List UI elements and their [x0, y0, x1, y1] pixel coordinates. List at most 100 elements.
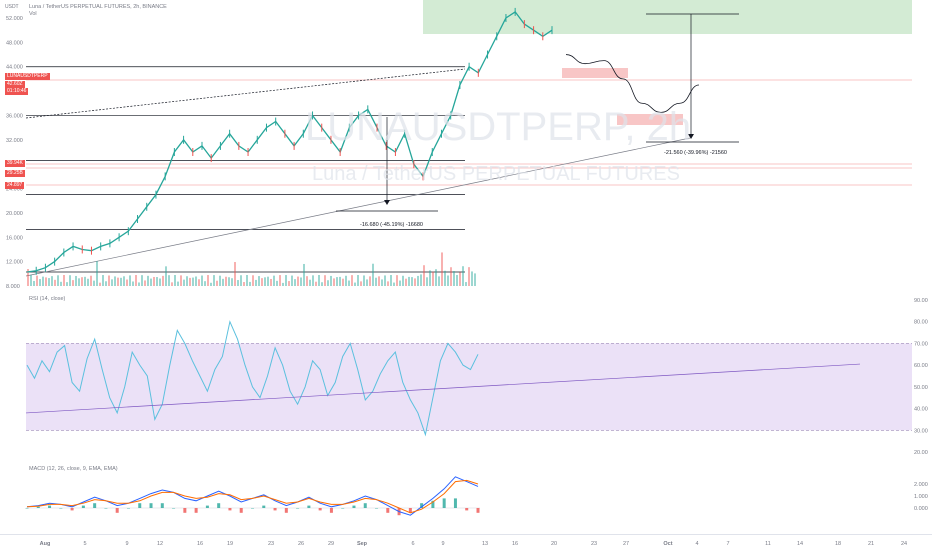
volume-bar — [378, 276, 380, 286]
rsi-tick-label: 80.00 — [914, 320, 928, 326]
rsi-legend: RSI (14, close) — [29, 296, 66, 302]
volume-bar — [318, 275, 320, 286]
volume-bar — [168, 275, 170, 286]
macd-histogram-bar — [205, 505, 209, 508]
price-line — [26, 11, 553, 273]
level-tag-3: 24.897 — [5, 182, 25, 189]
volume-bar — [276, 280, 278, 286]
volume-bar — [105, 281, 107, 286]
macd-histogram-bar — [262, 505, 266, 508]
time-tick-label: Sep — [357, 541, 368, 547]
volume-bar — [213, 275, 215, 286]
watermark-ticker: LUNAUSDTPERP, 2h — [305, 105, 691, 149]
macd-histogram-bar — [126, 508, 130, 509]
volume-bar — [171, 282, 173, 286]
volume-bar — [408, 276, 410, 286]
volume-bar — [39, 279, 41, 286]
macd-legend: MACD (12, 26, close, 9, EMA, EMA) — [29, 466, 118, 472]
price-chart[interactable]: 52.00048.00044.00040.00036.00032.00028.0… — [0, 0, 932, 290]
volume-bar — [345, 275, 347, 286]
volume-bar — [366, 279, 368, 286]
volume-bar — [381, 279, 383, 286]
volume-bar — [435, 269, 437, 286]
macd-histogram-bar — [465, 508, 469, 511]
volume-bar — [336, 277, 338, 286]
price-tick-label: 52.000 — [6, 16, 23, 22]
time-tick-label: Aug — [40, 541, 51, 547]
volume-bar — [228, 277, 230, 286]
volume-bar — [384, 275, 386, 286]
drop-2-label: -21.560 (-39.96%) -21560 — [664, 150, 727, 156]
price-tick-label: 32.000 — [6, 138, 23, 144]
macd-histogram-bar — [329, 508, 333, 513]
macd-histogram-bar — [273, 508, 277, 511]
countdown-tag: 01:10:46 — [5, 88, 29, 95]
volume-bar — [102, 275, 104, 286]
volume-bar — [297, 276, 299, 286]
time-tick-label: 13 — [482, 541, 488, 547]
volume-bar — [234, 262, 236, 286]
volume-bar — [30, 275, 32, 286]
volume-bar — [294, 279, 296, 286]
drop-1-arrow — [384, 200, 390, 205]
volume-bar — [369, 276, 371, 286]
support-trendline — [25, 137, 691, 277]
volume-bar — [36, 275, 38, 286]
volume-bar — [270, 278, 272, 286]
volume-bar — [222, 278, 224, 286]
time-tick-label: 12 — [157, 541, 163, 547]
rsi-pane[interactable]: 90.00 80.00 70.00 60.00 50.00 40.00 30.00 20.00 — [0, 292, 932, 456]
volume-bar — [78, 278, 80, 286]
time-axis-labels: Aug 5 9 12 16 19 23 26 29 Sep 6 9 13 16 20 23 27 Oct 4 7 11 1… — [40, 541, 907, 547]
volume-bar — [174, 275, 176, 286]
price-tick-label: 24.000 — [6, 187, 23, 193]
level-tag-2: 29.25B — [5, 170, 25, 177]
macd-histogram-bar — [476, 508, 480, 513]
macd-pane[interactable]: 2.000 1.000 0.000 — [0, 458, 932, 534]
volume-bar — [147, 275, 149, 286]
macd-chart[interactable]: 2.000 1.000 0.000 — [0, 458, 932, 534]
volume-bar — [87, 278, 89, 286]
volume-legend: Vol — [29, 11, 37, 17]
price-tick-label: 44.000 — [6, 65, 23, 71]
price-tick-label: 8.000 — [6, 284, 20, 290]
volume-bar — [402, 275, 404, 286]
time-tick-label: 26 — [298, 541, 304, 547]
signal-line — [26, 479, 479, 514]
volume-bar — [327, 280, 329, 286]
time-tick-label: 29 — [328, 541, 334, 547]
volume-bar — [249, 281, 251, 286]
macd-tick-label: 0.000 — [914, 506, 928, 512]
time-axis[interactable]: Aug 5 9 12 16 19 23 26 29 Sep 6 9 13 16 20 23 27 Oct 4 7 11 1… — [0, 534, 932, 551]
volume-bar — [342, 278, 344, 286]
volume-bar — [441, 252, 443, 286]
macd-histogram-bar — [363, 503, 367, 508]
rsi-tick-label: 90.00 — [914, 298, 928, 304]
volume-bar — [444, 270, 446, 286]
volume-bar — [447, 275, 449, 286]
volume-bar — [426, 277, 428, 286]
volume-bar — [162, 275, 164, 286]
volume-bar — [315, 281, 317, 286]
macd-histogram-bar — [307, 505, 311, 508]
rsi-tick-label: 70.00 — [914, 341, 928, 347]
volume-bar — [246, 275, 248, 286]
volume-bar — [51, 276, 53, 286]
time-tick-label: 19 — [227, 541, 233, 547]
time-tick-label: 14 — [797, 541, 803, 547]
volume-bar — [420, 274, 422, 286]
rsi-chart[interactable]: 90.00 80.00 70.00 60.00 50.00 40.00 30.00 20.00 — [0, 292, 932, 456]
volume-bar — [456, 274, 458, 286]
price-pane[interactable]: 52.00048.00044.00040.00036.00032.00028.0… — [0, 0, 932, 290]
volume-bar — [252, 275, 254, 286]
volume-bar — [72, 280, 74, 286]
rsi-tick-label: 20.00 — [914, 450, 928, 455]
volume-bar — [132, 281, 134, 286]
volume-bar — [330, 275, 332, 286]
time-tick-label: 6 — [411, 541, 414, 547]
macd-histogram-bar — [341, 508, 345, 509]
volume-bar — [159, 278, 161, 286]
volume-bar — [282, 282, 284, 286]
macd-histogram-bar — [318, 508, 322, 511]
volume-bar — [186, 276, 188, 286]
